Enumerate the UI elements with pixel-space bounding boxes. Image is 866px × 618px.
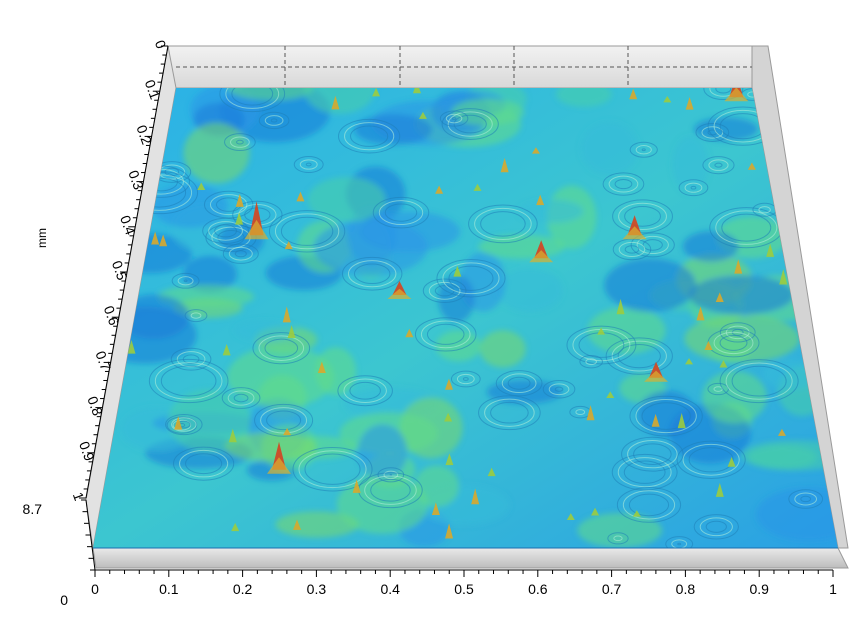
x-tick-label: 0.9 bbox=[749, 581, 769, 597]
y-tick-label: 1 bbox=[70, 490, 88, 503]
y-tick-label: 0.2 bbox=[133, 123, 155, 147]
x-tick-label: 1 bbox=[829, 581, 837, 597]
right-wall bbox=[751, 45, 849, 549]
x-tick-label: 0.5 bbox=[454, 581, 474, 597]
x-tick-label: 0.6 bbox=[528, 581, 548, 597]
z-tick-label-top: 8.7 bbox=[23, 501, 43, 517]
back-gridlines bbox=[176, 46, 752, 88]
y-tick-label: 0.3 bbox=[125, 168, 147, 192]
y-tick-label: 0.9 bbox=[76, 439, 98, 463]
y-tick-label: 0.7 bbox=[92, 349, 114, 373]
x-tick-label: 0.4 bbox=[380, 581, 400, 597]
x-tick-label: 0 bbox=[91, 581, 99, 597]
y-tick-label: 0.6 bbox=[101, 304, 123, 328]
z-axis: 8.70 bbox=[23, 499, 96, 608]
z-tick-label-bottom: 0 bbox=[60, 592, 68, 608]
y-tick-label: 0 bbox=[152, 38, 170, 51]
x-axis: 0 0.1 0.2 0.3 0.4 0.5 0.6 0.7 0.8 0.9 1 bbox=[91, 569, 837, 597]
y-tick-label: 0.8 bbox=[84, 394, 106, 418]
floor bbox=[92, 547, 849, 569]
y-tick-label: 0.5 bbox=[109, 258, 131, 282]
x-tick-label: 0.8 bbox=[676, 581, 696, 597]
x-tick-label: 0.7 bbox=[602, 581, 622, 597]
x-tick-label: 0.2 bbox=[233, 581, 253, 597]
x-tick-label: 0.3 bbox=[307, 581, 327, 597]
x-tick-label: 0.1 bbox=[159, 581, 179, 597]
y-tick-label: 0.1 bbox=[142, 78, 164, 102]
surface bbox=[93, 88, 838, 548]
y-axis-title: mm bbox=[35, 228, 49, 248]
y-tick-label: 0.4 bbox=[117, 213, 139, 237]
